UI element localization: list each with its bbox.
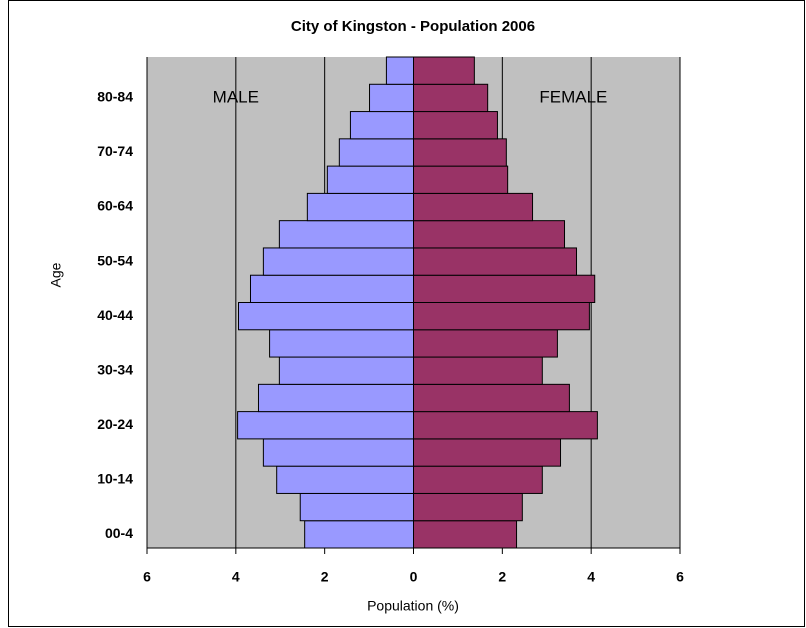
y-tick-label: 50-54 (97, 252, 133, 268)
y-tick-label: 40-44 (97, 307, 133, 323)
bar (413, 220, 566, 249)
bar (413, 247, 578, 276)
bar (237, 302, 414, 331)
bar (278, 356, 414, 385)
bar (413, 138, 507, 167)
bar (413, 111, 498, 140)
bar (413, 302, 590, 331)
bar (413, 165, 509, 194)
bar (413, 438, 562, 467)
x-axis-label: Population (%) (367, 598, 459, 614)
bar (338, 138, 414, 167)
x-tick-label: 6 (676, 569, 684, 585)
bar (237, 411, 414, 440)
bar (385, 56, 414, 85)
bar (278, 220, 414, 249)
y-tick-label: 70-74 (97, 143, 133, 159)
bar (276, 465, 414, 494)
bar (369, 83, 414, 113)
x-tick-label: 4 (232, 569, 240, 585)
bar (262, 247, 414, 276)
bar (413, 411, 598, 440)
bar (413, 83, 489, 113)
legend-label: MALE (213, 87, 259, 106)
y-tick-label: 30-34 (97, 361, 133, 377)
legend-label: FEMALE (539, 87, 607, 106)
bar (326, 165, 414, 194)
bar (413, 492, 523, 522)
bar (413, 56, 475, 85)
bar (413, 274, 596, 304)
bar (413, 383, 570, 413)
bar (306, 192, 415, 222)
bar (257, 383, 414, 413)
y-axis-label: Age (48, 262, 64, 287)
bar (413, 465, 543, 494)
y-tick-label: 60-64 (97, 198, 133, 214)
y-tick-label: 20-24 (97, 416, 133, 432)
bar (413, 192, 534, 222)
chart-title: City of Kingston - Population 2006 (291, 18, 535, 35)
x-tick-label: 2 (498, 569, 506, 585)
x-tick-label: 2 (321, 569, 329, 585)
bar (269, 329, 414, 358)
y-tick-label: 00-4 (105, 525, 133, 541)
bar (413, 520, 518, 549)
bar (349, 111, 415, 140)
bar (299, 492, 414, 522)
y-tick-label: 10-14 (97, 471, 133, 487)
y-tick-label: 80-84 (97, 89, 133, 105)
bar (413, 329, 558, 358)
bar (413, 356, 543, 385)
x-tick-label: 0 (410, 569, 418, 585)
x-tick-label: 6 (143, 569, 151, 585)
bar (262, 438, 414, 467)
x-tick-label: 4 (587, 569, 595, 585)
bar (304, 520, 414, 549)
bar (249, 274, 414, 304)
